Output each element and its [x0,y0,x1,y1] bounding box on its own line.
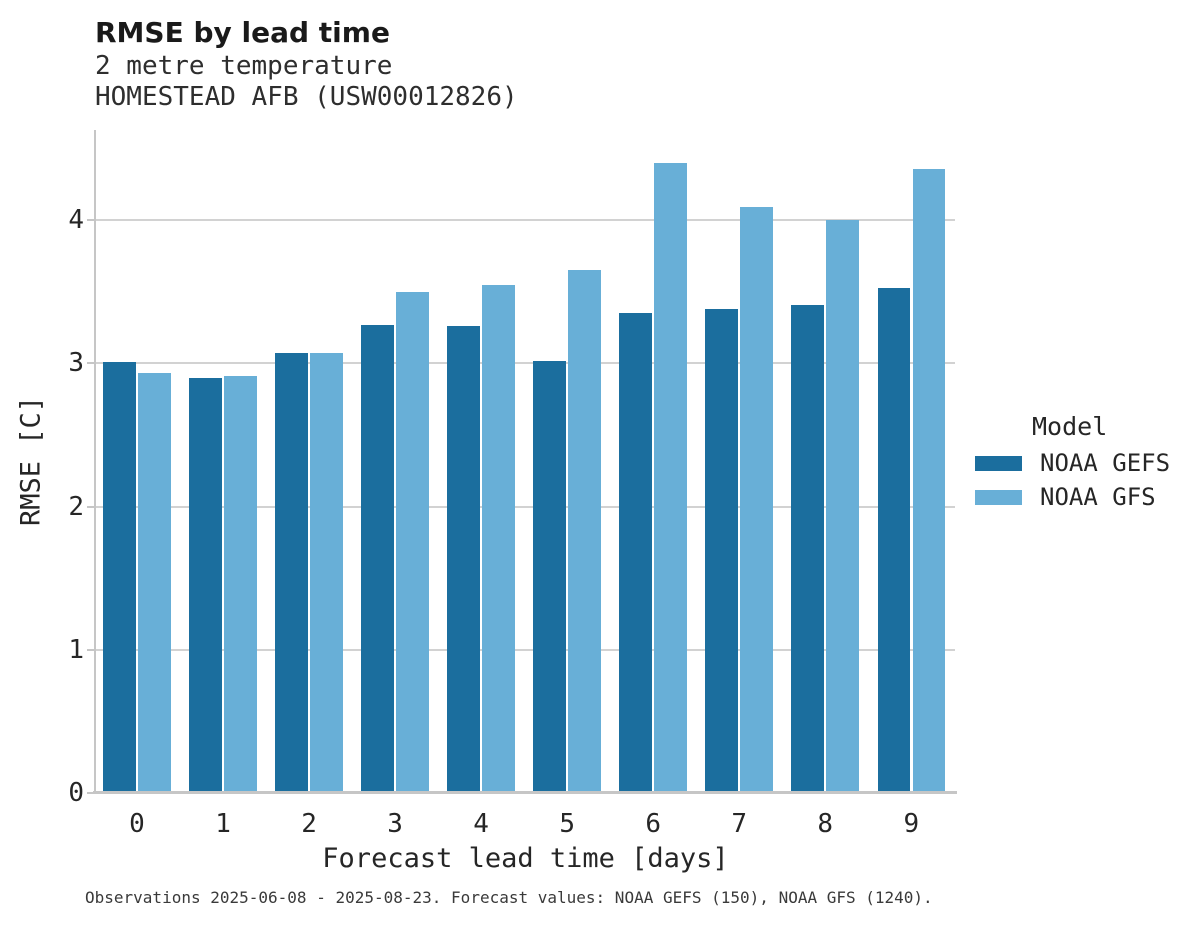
y-gridline [96,505,955,508]
y-gridline [96,362,955,365]
bar [482,284,515,793]
bar [189,377,222,793]
y-axis-title: RMSE [C] [15,395,47,527]
y-tick-label: 3 [68,348,84,379]
legend-item: NOAA GEFS [975,449,1171,477]
x-tick-label: 2 [301,809,317,839]
bar [705,308,738,793]
y-axis-line [94,130,96,794]
bar [275,353,308,793]
x-tick-label: 0 [129,809,145,839]
bar [654,162,687,793]
legend-item-label: NOAA GEFS [1040,449,1171,477]
subtitle-line-1: 2 metre temperature [95,51,393,81]
bar [912,168,946,793]
x-tick-label: 6 [645,809,661,839]
bar [447,326,480,793]
y-tick-label: 4 [68,205,84,236]
legend-title: Model [1032,412,1108,441]
bar [310,353,343,793]
y-tick-mark [87,648,94,651]
bar [568,270,601,793]
y-tick-mark [87,792,94,794]
y-tick-label: 1 [68,634,84,665]
legend-item: NOAA GFS [975,483,1156,511]
bar [361,324,394,793]
y-tick-mark [87,362,94,365]
x-tick-label: 7 [731,809,748,839]
x-axis-line [93,791,957,794]
y-gridline [96,648,955,651]
bar [533,360,566,793]
bar [138,373,171,793]
y-tick-label: 2 [68,491,84,522]
bar [877,287,911,793]
y-tick-mark [87,505,94,508]
x-axis-title: Forecast lead time [days] [322,843,729,874]
legend-swatch [975,489,1022,505]
x-tick-label: 8 [817,809,834,839]
y-tick-label: 0 [68,778,84,808]
chart-subtitle: 2 metre temperature HOMESTEAD AFB (USW00… [95,51,518,113]
x-tick-label: 5 [559,809,575,839]
chart-title: RMSE by lead time [95,16,390,49]
bar [224,376,257,793]
bar [740,207,773,793]
legend-swatch [975,455,1022,471]
bar [791,304,824,793]
bar [826,220,859,793]
x-tick-label: 4 [473,809,489,839]
bar [396,291,429,793]
y-gridline [96,219,955,222]
bar [619,313,652,793]
bar [103,361,136,793]
x-tick-label: 1 [215,809,231,839]
legend-item-label: NOAA GFS [1040,483,1156,511]
chart-footnote: Observations 2025-06-08 - 2025-08-23. Fo… [85,888,933,907]
x-tick-label: 9 [903,809,920,839]
y-tick-mark [87,219,94,222]
x-tick-label: 3 [387,809,403,839]
subtitle-line-2: HOMESTEAD AFB (USW00012826) [95,82,518,112]
